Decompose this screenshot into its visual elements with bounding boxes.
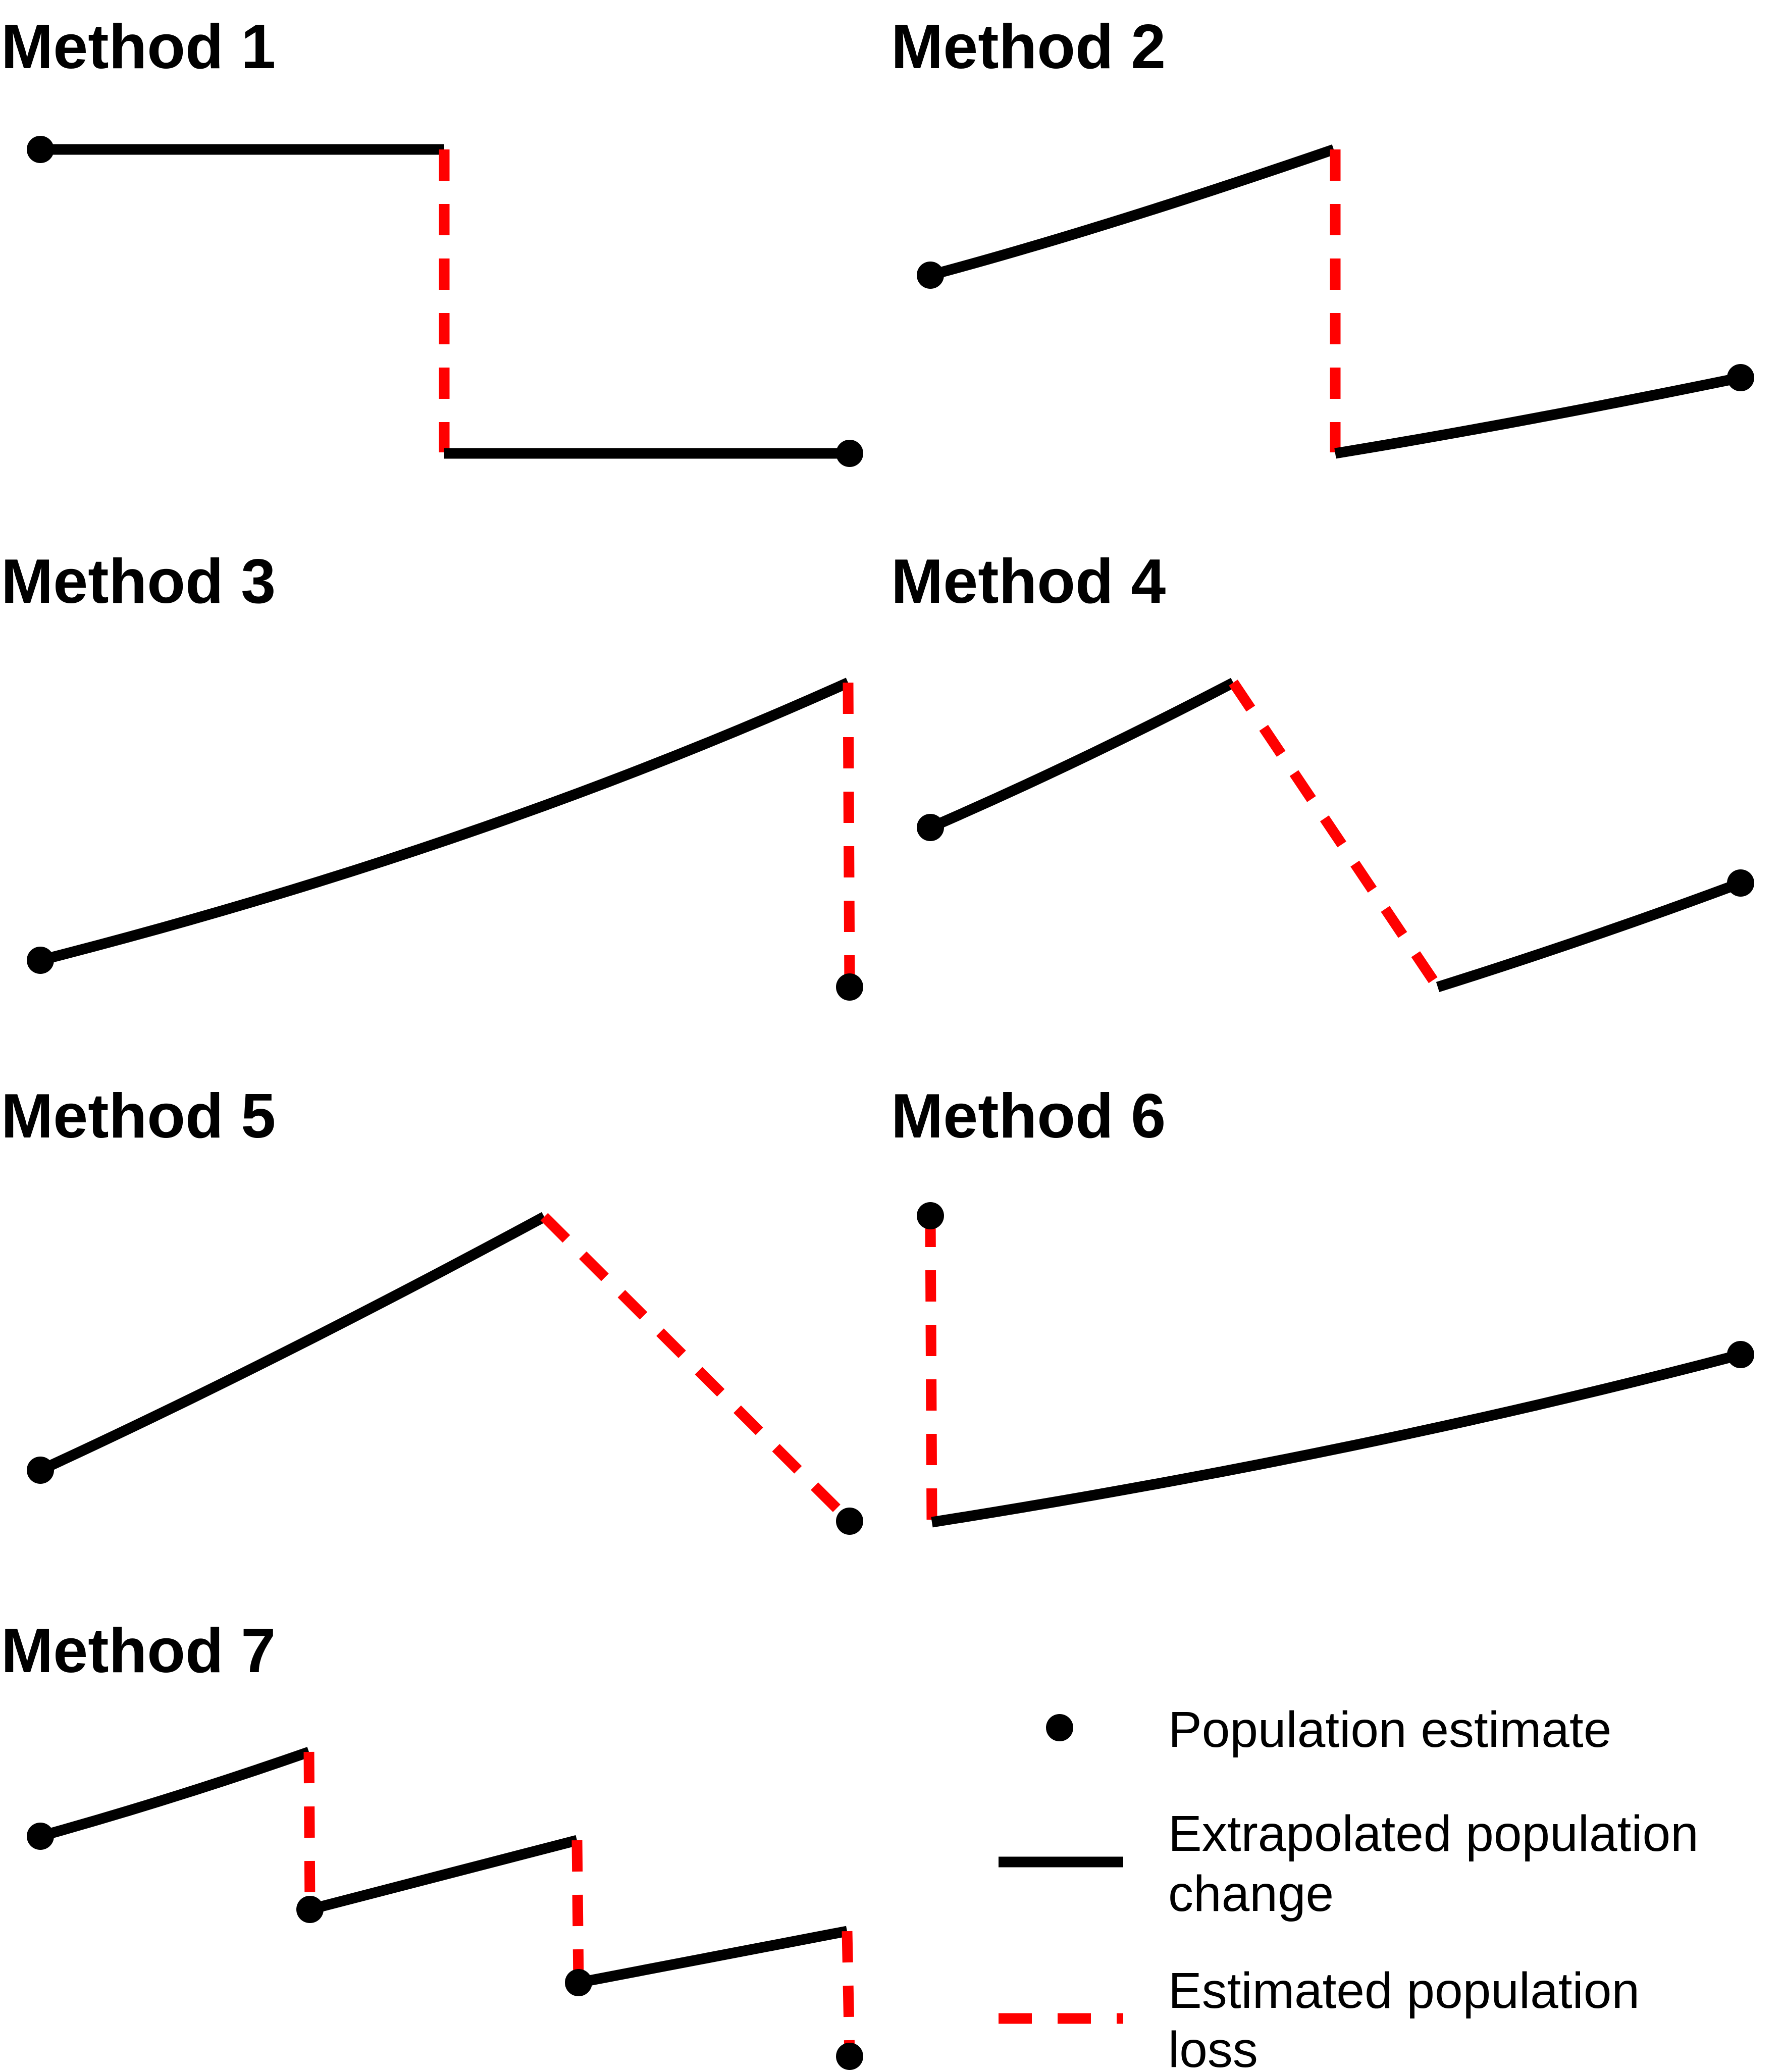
population-estimate-dot xyxy=(27,947,54,974)
population-estimate-dot xyxy=(1727,1341,1754,1368)
panel-method-6: Method 6 xyxy=(891,1081,1754,1528)
population-estimate-dot xyxy=(27,1457,54,1484)
panel-title: Method 6 xyxy=(891,1081,1166,1151)
population-estimate-dot xyxy=(1727,364,1754,391)
extrapolated-change-line xyxy=(39,1747,311,1842)
population-estimate-dot xyxy=(836,440,863,467)
population-estimate-dot xyxy=(836,2043,863,2070)
extrapolated-change-line xyxy=(929,144,1336,281)
panel-title: Method 2 xyxy=(891,12,1166,82)
extrapolated-change-line xyxy=(928,678,1236,833)
panel-title: Method 4 xyxy=(891,547,1166,616)
panel-title: Method 7 xyxy=(1,1616,276,1686)
extrapolated-change-line xyxy=(1436,878,1743,993)
legend-item-population-loss: Estimated population loss xyxy=(999,1962,1640,2072)
population-estimate-dot xyxy=(296,1896,324,1923)
legend-label: Extrapolated population xyxy=(1168,1805,1699,1862)
population-loss-line xyxy=(842,1931,855,2057)
extrapolated-change-line xyxy=(308,1835,579,1915)
panel-title: Method 1 xyxy=(1,12,276,82)
legend-label: Estimated population xyxy=(1168,1962,1640,2019)
legend-item-extrapolated-change: Extrapolated population change xyxy=(999,1805,1699,1922)
population-estimate-dot xyxy=(836,973,863,1001)
population-estimate-dot xyxy=(917,814,944,841)
legend-label: Population estimate xyxy=(1168,1701,1611,1758)
population-estimate-dot xyxy=(565,1969,592,1996)
population-loss-line xyxy=(571,1840,584,1983)
legend: Population estimate Extrapolated populat… xyxy=(999,1701,1699,2072)
panel-method-7: Method 7 xyxy=(1,1616,863,2070)
panel-method-3: Method 3 xyxy=(1,547,863,1001)
legend-label: loss xyxy=(1168,2022,1258,2072)
extrapolated-change-line xyxy=(578,1926,848,1988)
population-estimate-dot xyxy=(917,262,944,289)
population-estimate-dot xyxy=(27,1823,54,1850)
population-estimate-dot xyxy=(836,1508,863,1535)
panel-method-1: Method 1 xyxy=(1,12,863,467)
panel-title: Method 3 xyxy=(1,547,276,616)
extrapolated-change-line xyxy=(1334,372,1742,459)
legend-label: change xyxy=(1168,1866,1334,1922)
population-loss-line xyxy=(303,1751,316,1909)
legend-dot-symbol xyxy=(1046,1714,1073,1741)
population-loss-line xyxy=(843,682,855,988)
population-estimate-dot xyxy=(27,136,54,163)
panel-method-2: Method 2 xyxy=(891,12,1754,459)
legend-item-population-estimate: Population estimate xyxy=(1046,1701,1611,1758)
population-estimate-dot xyxy=(1727,869,1754,897)
extrapolated-change-line xyxy=(39,678,851,966)
population-estimate-dot xyxy=(917,1202,944,1229)
panel-method-5: Method 5 xyxy=(1,1081,863,1535)
panel-method-4: Method 4 xyxy=(891,547,1754,993)
population-loss-line xyxy=(925,1215,937,1522)
population-loss-line xyxy=(1229,680,1442,990)
panel-title: Method 5 xyxy=(1,1081,276,1151)
extrapolated-change-line xyxy=(931,1349,1742,1528)
population-loss-line xyxy=(540,1213,854,1525)
extrapolated-change-line xyxy=(38,1212,547,1475)
